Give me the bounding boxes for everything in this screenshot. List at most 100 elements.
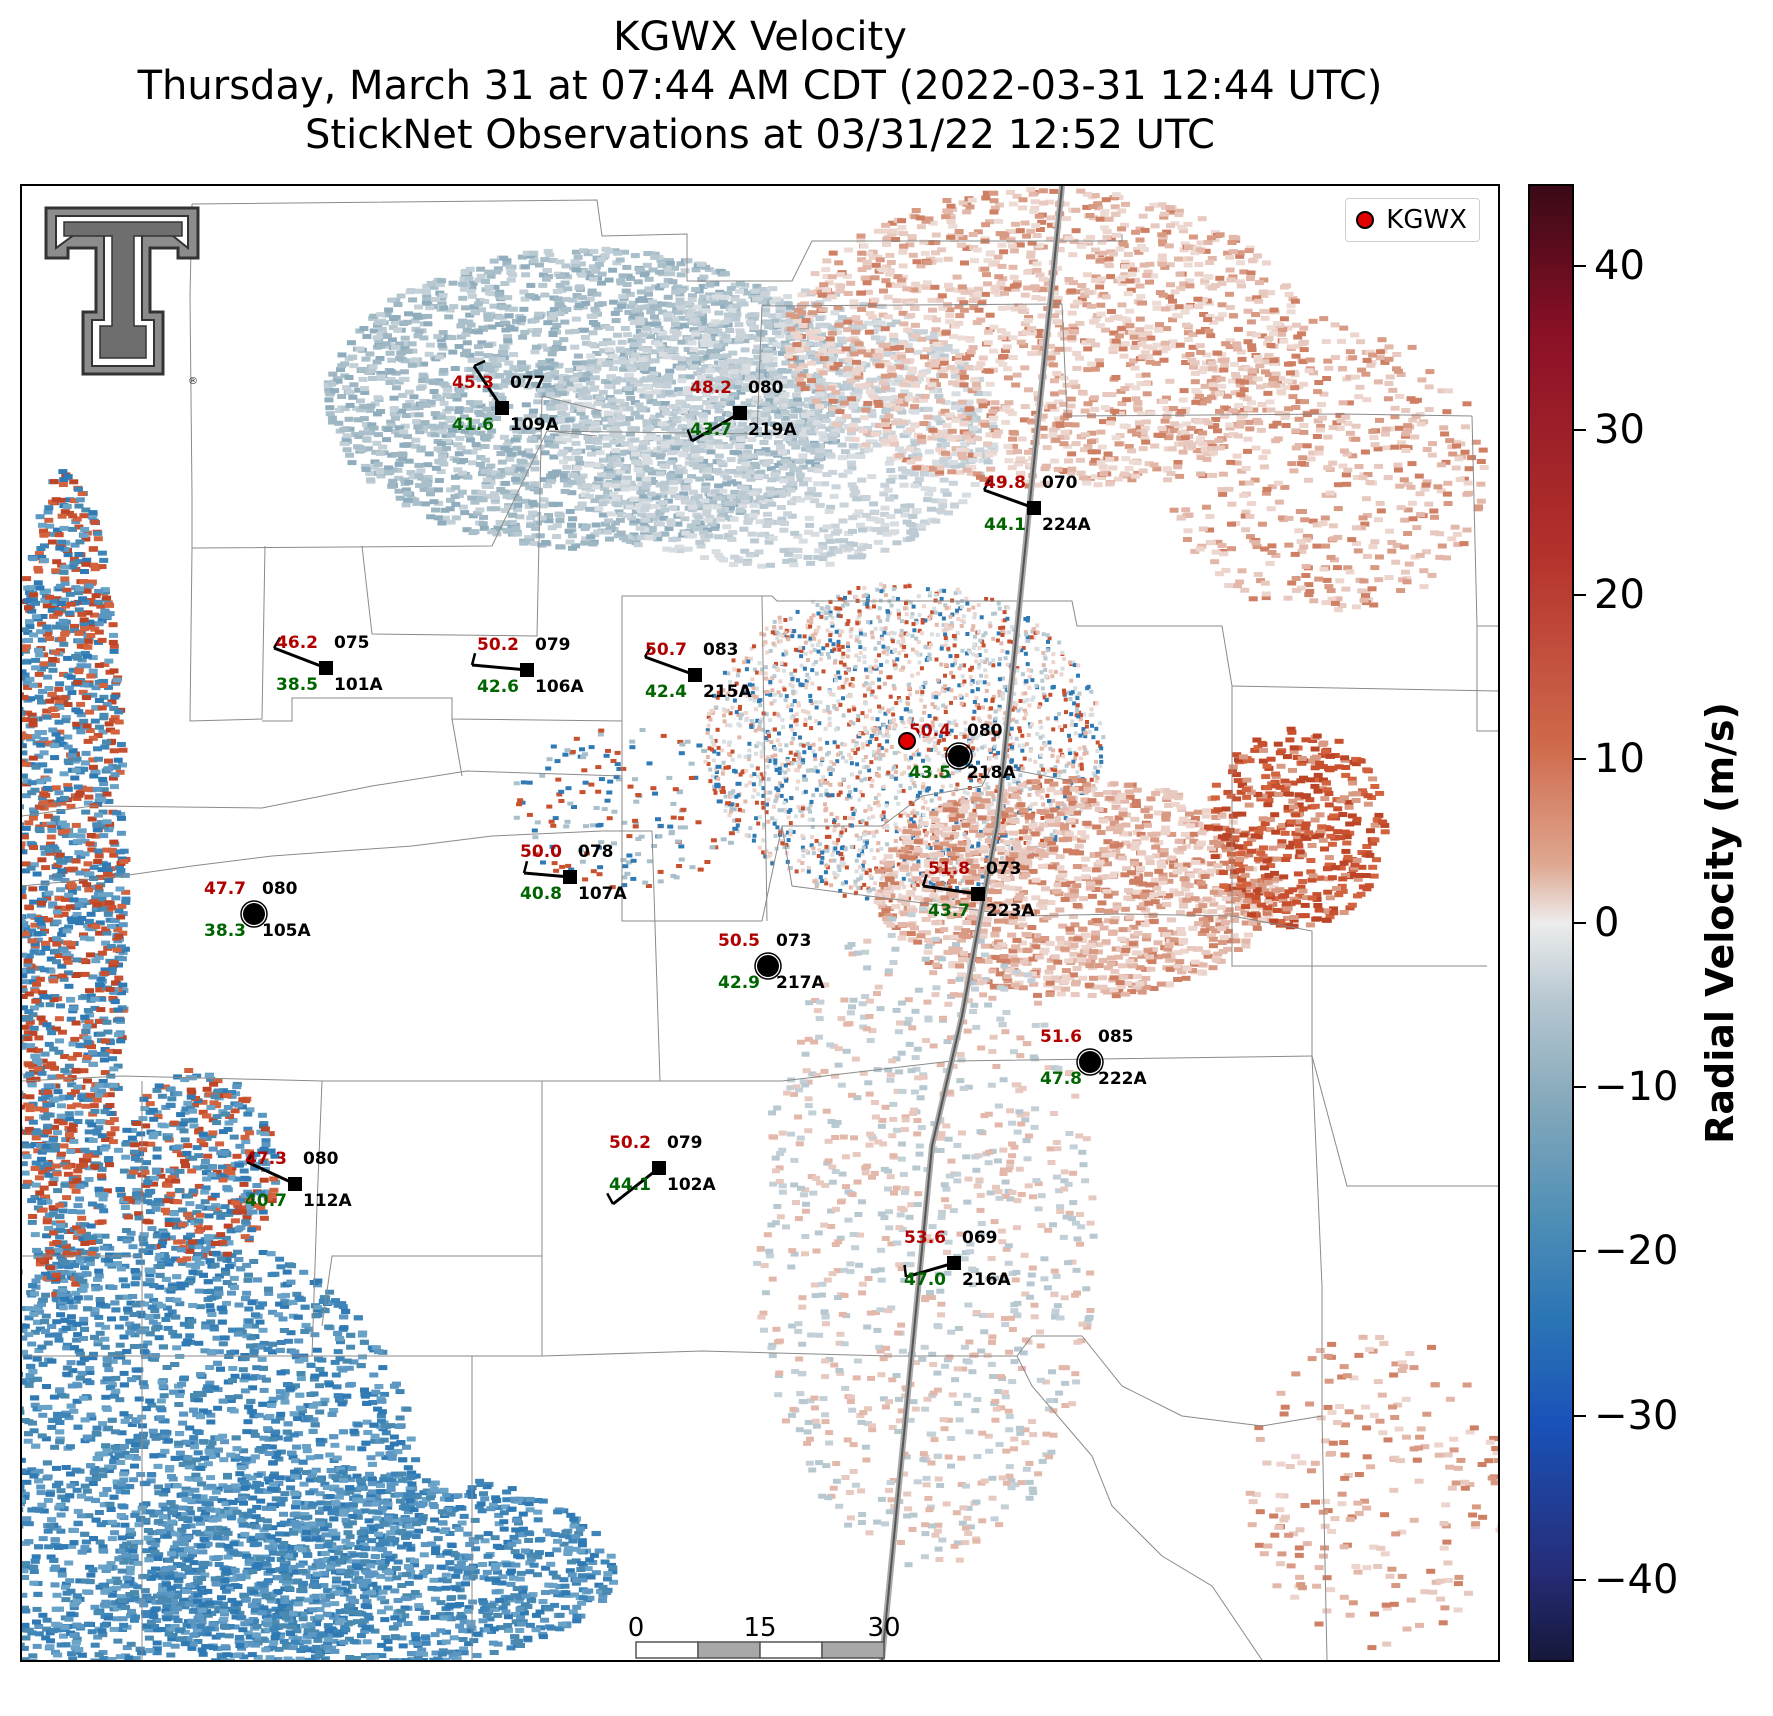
station-217A[interactable]: 50.5 073 42.9 217A <box>718 931 825 993</box>
station-id: 215A <box>703 682 752 702</box>
scale-tick-15: 15 <box>743 1613 776 1643</box>
texas-tech-logo: ® <box>44 206 200 387</box>
station-106A[interactable]: 50.2 079 42.6 106A <box>470 635 584 697</box>
station-105A[interactable]: 47.7 080 38.3 105A <box>204 879 311 941</box>
station-dew: 41.6 <box>452 415 494 435</box>
radar-site-marker[interactable] <box>894 728 920 754</box>
station-marker <box>652 1161 666 1175</box>
colorbar-tick-mark <box>1574 1086 1586 1089</box>
colorbar-tick-label: 40 <box>1594 243 1645 290</box>
station-pressure: 075 <box>334 633 370 653</box>
station-marker <box>495 401 509 415</box>
station-dew: 43.5 <box>909 763 951 783</box>
wind-barb <box>273 646 327 670</box>
station-marker <box>971 887 985 901</box>
sticknet-stations: 45.3 077 41.6 109A 48.2 080 43.7 219A 49.8 070 44.… <box>204 359 1147 1290</box>
station-id: 109A <box>510 415 559 435</box>
station-marker <box>319 661 333 675</box>
radar-marker-icon <box>1356 211 1375 229</box>
station-id: 102A <box>667 1175 716 1195</box>
station-temp: 50.7 <box>645 640 687 660</box>
station-101A[interactable]: 46.2 075 38.5 101A <box>272 633 383 695</box>
station-dew: 47.0 <box>904 1270 946 1290</box>
colorbar-tick-label: 0 <box>1594 900 1620 946</box>
scale-bar: 0 15 30 km <box>628 1613 901 1659</box>
calm-wind-marker <box>243 903 265 925</box>
station-218A[interactable]: 50.4 080 43.5 218A <box>909 721 1016 783</box>
station-dew: 38.5 <box>276 675 318 695</box>
wind-barb-flag <box>473 359 486 368</box>
station-id: 217A <box>776 973 825 993</box>
colorbar-tick-mark <box>1574 429 1586 432</box>
station-dew: 42.6 <box>477 677 519 697</box>
station-pressure: 073 <box>986 859 1022 879</box>
scale-tick-30: 30 <box>867 1613 900 1643</box>
colorbar-tick-mark <box>1574 593 1586 596</box>
station-pressure: 078 <box>578 842 614 862</box>
station-marker <box>947 1256 961 1270</box>
velocity-colorbar <box>1528 184 1574 1662</box>
station-dew: 43.7 <box>690 420 732 440</box>
wind-barb-flag <box>272 636 282 649</box>
station-temp: 48.2 <box>690 378 732 398</box>
station-dew: 44.1 <box>984 515 1026 535</box>
station-pressure: 080 <box>748 378 784 398</box>
map-legend: KGWX <box>1345 198 1480 242</box>
station-id: 216A <box>962 1270 1011 1290</box>
station-id: 101A <box>334 675 383 695</box>
station-id: 106A <box>535 677 584 697</box>
station-marker <box>563 870 577 884</box>
station-id: 224A <box>1042 515 1091 535</box>
station-pressure: 080 <box>303 1149 339 1169</box>
station-temp: 50.2 <box>609 1133 651 1153</box>
wind-barb <box>691 411 741 443</box>
station-marker <box>688 668 702 682</box>
wind-barb-flag <box>921 874 928 887</box>
station-dew: 42.9 <box>718 973 760 993</box>
station-temp: 51.8 <box>928 859 970 879</box>
wind-barb <box>644 655 696 677</box>
radar-map[interactable]: 45.3 077 41.6 109A 48.2 080 43.7 219A 49.8 070 44.… <box>20 184 1500 1662</box>
station-dew: 40.7 <box>245 1191 287 1211</box>
station-temp: 47.3 <box>245 1149 287 1169</box>
station-pressure: 080 <box>262 879 298 899</box>
station-temp: 49.8 <box>984 473 1026 493</box>
station-112A[interactable]: 47.3 080 40.7 112A <box>245 1149 352 1211</box>
station-223A[interactable]: 51.8 073 43.7 223A <box>921 859 1035 921</box>
station-219A[interactable]: 48.2 080 43.7 219A <box>686 378 798 443</box>
wind-barb-flag <box>903 1264 908 1278</box>
colorbar-tick-label: −40 <box>1594 1556 1679 1603</box>
station-pressure: 085 <box>1098 1027 1134 1047</box>
colorbar-tick-mark <box>1574 265 1586 268</box>
wind-barb <box>612 1166 660 1206</box>
station-temp: 50.4 <box>909 721 951 741</box>
highway-line <box>879 186 1065 1660</box>
wind-barb-flag <box>470 652 477 666</box>
station-temp: 50.2 <box>477 635 519 655</box>
station-id: 112A <box>303 1191 352 1211</box>
colorbar-tick-label: 10 <box>1594 735 1645 782</box>
station-109A[interactable]: 45.3 077 41.6 109A <box>452 359 559 435</box>
station-222A[interactable]: 51.6 085 47.8 222A <box>1040 1027 1147 1089</box>
station-dew: 42.4 <box>645 682 687 702</box>
colorbar-tick-label: 20 <box>1594 571 1645 618</box>
wind-barb-flag <box>686 429 694 442</box>
station-215A[interactable]: 50.7 083 42.4 215A <box>643 640 752 702</box>
wind-barb-flag <box>522 860 529 874</box>
colorbar-tick-label: −20 <box>1594 1228 1679 1275</box>
station-pressure: 083 <box>703 640 739 660</box>
station-id: 218A <box>967 763 1016 783</box>
wind-barb-flag <box>606 1192 615 1205</box>
colorbar-tick-label: −10 <box>1594 1064 1679 1111</box>
station-216A[interactable]: 53.6 069 47.0 216A <box>903 1228 1011 1290</box>
station-224A[interactable]: 49.8 070 44.1 224A <box>982 473 1091 535</box>
wind-barb <box>246 1160 296 1186</box>
wind-barb <box>905 1261 955 1279</box>
station-107A[interactable]: 50.0 078 40.8 107A <box>520 842 627 904</box>
station-102A[interactable]: 50.2 079 44.1 102A <box>606 1133 716 1206</box>
station-marker <box>288 1177 302 1191</box>
station-pressure: 079 <box>667 1133 703 1153</box>
station-id: 107A <box>578 884 627 904</box>
wind-barb <box>523 871 571 879</box>
station-dew: 38.3 <box>204 921 246 941</box>
